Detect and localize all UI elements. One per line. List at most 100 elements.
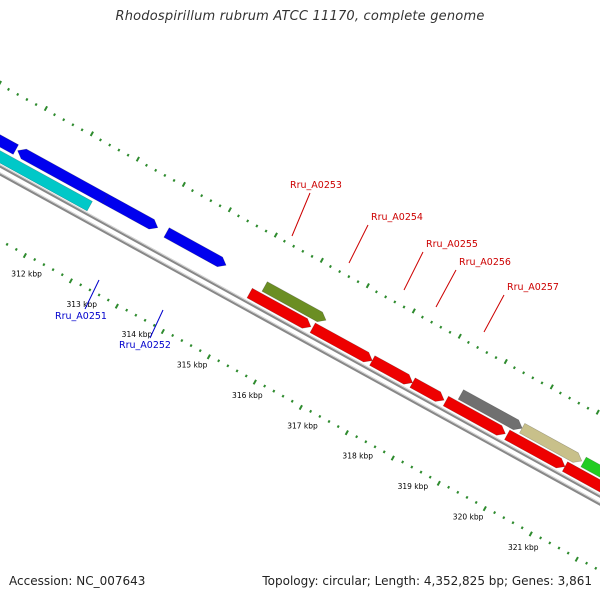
gene-arrow: [17, 148, 109, 205]
outer-scale-tick: [393, 300, 397, 304]
outer-scale-tick: [310, 254, 314, 258]
inner-scale-tick: [410, 465, 414, 469]
inner-scale-tick: [482, 505, 487, 512]
inner-scale-tick: [5, 242, 9, 246]
inner-scale-tick: [344, 430, 349, 436]
outer-scale-tick: [503, 358, 508, 365]
outer-scale-tick: [338, 269, 342, 274]
outer-scale-tick: [7, 87, 10, 91]
inner-scale-tick: [160, 328, 165, 335]
inner-scale-tick: [447, 485, 451, 489]
outer-scale-tick: [236, 214, 240, 218]
inner-scale-tick: [68, 278, 73, 284]
gene-arrow: [246, 287, 312, 329]
outer-scale-tick: [466, 340, 470, 344]
inner-scale-tick: [520, 526, 524, 530]
inner-scale-tick: [22, 252, 27, 259]
gene-label: Rru_A0252: [119, 340, 171, 351]
inner-scale-tick: [298, 404, 303, 411]
gene-label: Rru_A0254: [371, 212, 423, 223]
outer-scale-tick: [457, 333, 462, 339]
inner-scale-tick: [539, 536, 543, 540]
scale-label: 321 kbp: [508, 543, 539, 552]
inner-scale-tick: [290, 399, 294, 403]
outer-scale-tick: [531, 376, 535, 380]
gene-label: Rru_A0255: [426, 239, 478, 250]
gene-arrow: [561, 461, 600, 493]
inner-scale-tick: [373, 445, 377, 449]
gene-arrow: [261, 281, 327, 323]
outer-scale-tick: [218, 204, 222, 208]
backbone-highlight: [0, 172, 600, 504]
inner-scale-tick: [171, 333, 175, 338]
outer-scale-tick: [62, 118, 66, 122]
outer-scale-tick: [439, 325, 443, 329]
gene-arrow: [580, 456, 600, 478]
outer-scale-tick: [328, 264, 332, 269]
outer-scale-tick: [356, 280, 360, 284]
outer-scale-tick: [347, 275, 351, 279]
outer-scale-tick: [99, 138, 102, 142]
outer-scale-tick: [273, 232, 278, 238]
scale-label: 320 kbp: [453, 512, 484, 521]
accession-label: Accession: NC_007643: [9, 574, 146, 588]
scale-label: 316 kbp: [232, 391, 263, 400]
inner-scale-tick: [456, 490, 460, 494]
inner-scale-tick: [419, 470, 423, 474]
inner-scale-tick: [401, 460, 405, 464]
topology-label: Topology: circular; Length: 4,352,825 bp…: [262, 574, 592, 588]
gene-label-leader: [149, 309, 164, 339]
outer-scale-tick: [80, 128, 84, 132]
gene-arrow: [409, 377, 445, 402]
inner-scale-tick: [511, 521, 515, 525]
inner-scale-tick: [493, 511, 497, 515]
gene-arrow: [102, 193, 159, 230]
outer-scale-tick: [540, 381, 544, 385]
outer-scale-tick: [549, 384, 554, 390]
inner-scale-tick: [502, 516, 506, 520]
gene-arrow: [519, 422, 583, 463]
outer-scale-tick: [595, 409, 600, 415]
inner-scale-tick: [152, 323, 156, 327]
inner-scale-tick: [42, 263, 46, 267]
backbone-line: [0, 164, 600, 498]
gene-label-leader: [348, 224, 369, 264]
gene-label: Rru_A0257: [507, 282, 559, 293]
inner-scale-tick: [252, 379, 257, 385]
outer-scale-tick: [16, 92, 20, 97]
inner-scale-tick: [60, 273, 64, 277]
gene-label: Rru_A0251: [55, 311, 107, 322]
inner-scale-tick: [327, 419, 331, 424]
outer-scale-tick: [319, 257, 324, 264]
gene-label: Rru_A0256: [459, 257, 511, 268]
outer-scale-tick: [522, 371, 526, 375]
inner-scale-tick: [566, 551, 570, 555]
inner-scale-tick: [198, 349, 202, 353]
inner-scale-tick: [309, 409, 313, 413]
inner-scale-tick: [281, 394, 285, 398]
inner-scale-tick: [244, 374, 248, 378]
outer-scale-tick: [163, 173, 167, 177]
inner-scale-tick: [548, 541, 552, 545]
inner-scale-tick: [79, 283, 83, 287]
outer-scale-tick: [89, 131, 94, 137]
inner-scale-tick: [390, 455, 395, 461]
outer-scale-tick: [246, 219, 250, 223]
outer-scale-tick: [255, 224, 259, 228]
inner-scale-tick: [336, 424, 340, 429]
gene-label-leader: [435, 269, 457, 308]
inner-scale-tick: [585, 561, 589, 565]
inner-scale-tick: [318, 414, 322, 419]
outer-scale-tick: [301, 249, 305, 253]
outer-scale-tick: [135, 156, 140, 162]
outer-scale-tick: [227, 207, 232, 213]
scale-label: 312 kbp: [11, 270, 42, 279]
outer-scale-tick: [108, 143, 112, 147]
outer-scale-tick: [365, 282, 370, 289]
inner-scale-tick: [14, 247, 18, 252]
outer-scale-tick: [384, 295, 388, 299]
inner-scale-tick: [143, 318, 147, 322]
inner-scale-tick: [272, 389, 276, 393]
outer-scale-tick: [0, 80, 2, 86]
inner-scale-tick: [114, 303, 119, 309]
